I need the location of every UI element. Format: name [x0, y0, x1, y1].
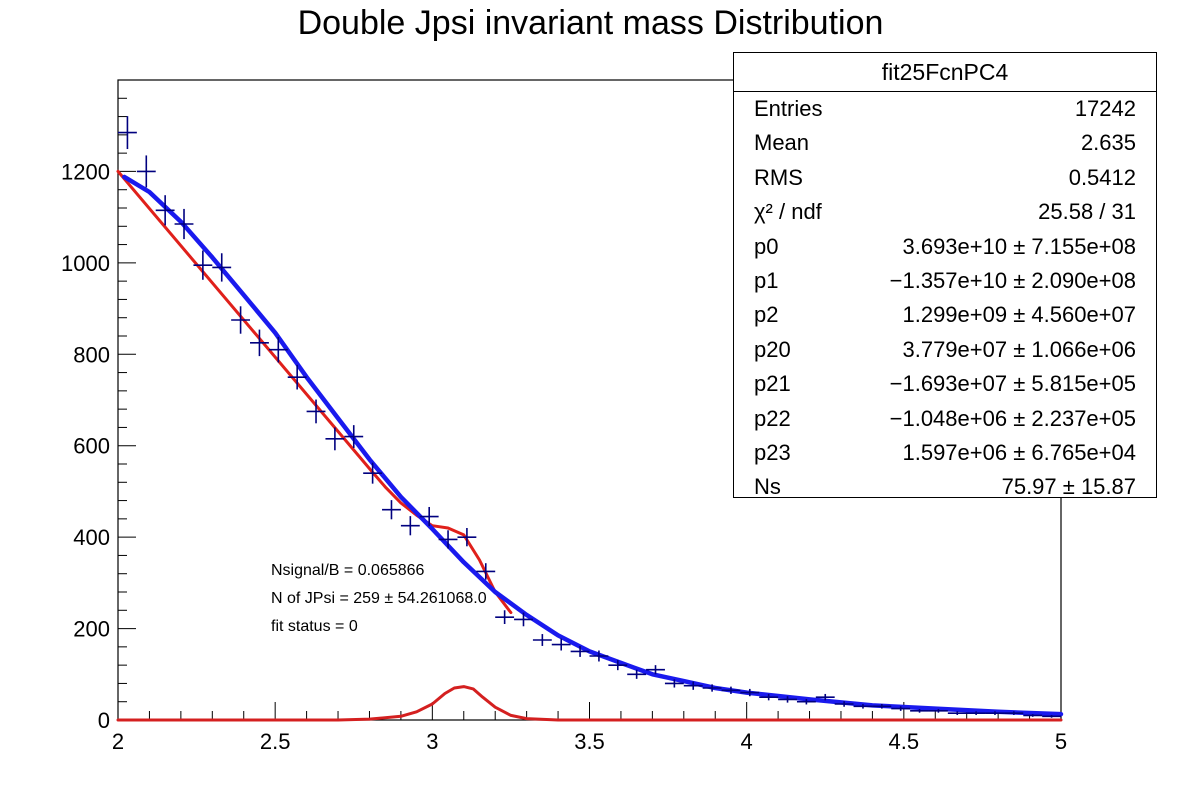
stats-value: 17242	[1074, 96, 1136, 121]
annotation-nsignal: Nsignal/B = 0.065866	[271, 562, 425, 579]
stats-row: p2 1.299e+09 ± 4.560e+07	[734, 298, 1156, 332]
stats-row: Ns 75.97 ± 15.87	[734, 470, 1156, 504]
stats-label: p20	[754, 336, 791, 362]
stats-value: 2.635	[1080, 130, 1136, 156]
y-tick-label: 400	[73, 525, 110, 550]
stats-row: p23 1.597e+06 ± 6.765e+04	[734, 436, 1156, 470]
stats-box-title: fit25FcnPC4	[734, 53, 1156, 92]
stats-label: RMS	[754, 164, 803, 190]
y-tick-label: 1000	[61, 251, 110, 276]
annotation-jpsi-count: N of JPsi = 259 ± 54.261068.0	[271, 590, 487, 607]
stats-row: p22 −1.048e+06 ± 2.237e+05	[734, 402, 1156, 436]
x-tick-label: 4.5	[889, 729, 920, 754]
stats-value: 3.693e+10 ± 7.155e+08	[902, 233, 1136, 259]
stats-label: p0	[754, 233, 779, 259]
x-tick-label: 2.5	[260, 729, 291, 754]
stats-label: p1	[754, 267, 779, 293]
stats-label: p2	[754, 302, 779, 328]
stats-label: p22	[754, 405, 791, 431]
stats-rows: Entries 17242 Mean 2.635 RMS 0.5412 χ² / ndf 25…	[734, 92, 1156, 505]
stats-value: −1.048e+06 ± 2.237e+05	[889, 405, 1136, 431]
x-tick-label: 5	[1055, 729, 1067, 754]
x-tick-label: 3.5	[574, 729, 605, 754]
stats-value: 75.97 ± 15.87	[1001, 474, 1136, 500]
fit-background-curve	[122, 174, 1064, 717]
stats-label: p23	[754, 439, 791, 465]
stats-value: 0.5412	[1068, 164, 1136, 190]
stats-value: −1.693e+07 ± 5.815e+05	[889, 371, 1136, 397]
stats-row: χ² / ndf 25.58 / 31	[734, 195, 1156, 229]
x-tick-label: 4	[741, 729, 753, 754]
stats-label: χ² / ndf	[754, 199, 822, 225]
stats-row: p1 −1.357e+10 ± 2.090e+08	[734, 264, 1156, 298]
chart-title: Double Jpsi invariant mass Distribution	[297, 4, 884, 42]
stats-value: 25.58 / 31	[1038, 199, 1136, 225]
stats-row: Mean 2.635	[734, 126, 1156, 160]
stats-row: RMS 0.5412	[734, 161, 1156, 195]
stats-row: p0 3.693e+10 ± 7.155e+08	[734, 230, 1156, 264]
stats-label: p21	[754, 371, 791, 397]
x-tick-label: 3	[426, 729, 438, 754]
annotation-fit-status: fit status = 0	[271, 618, 358, 635]
stats-row: p21 −1.693e+07 ± 5.815e+05	[734, 367, 1156, 401]
stats-value: 1.299e+09 ± 4.560e+07	[902, 302, 1136, 328]
stats-value: −1.357e+10 ± 2.090e+08	[889, 267, 1136, 293]
stats-value: 1.597e+06 ± 6.765e+04	[902, 439, 1136, 465]
stats-label: Ns	[754, 474, 781, 500]
stats-row: Entries 17242	[734, 92, 1156, 126]
stats-value: 3.779e+07 ± 1.066e+06	[902, 336, 1136, 362]
y-tick-label: 0	[98, 708, 110, 733]
x-tick-label: 2	[112, 729, 124, 754]
stats-label: Mean	[754, 130, 810, 156]
signal-curve	[116, 685, 1063, 722]
y-tick-label: 1200	[61, 159, 110, 184]
y-tick-label: 600	[73, 434, 110, 459]
fit-total-curve	[116, 169, 513, 615]
stats-row: p20 3.779e+07 ± 1.066e+06	[734, 333, 1156, 367]
y-tick-label: 800	[73, 342, 110, 367]
y-tick-label: 200	[73, 617, 110, 642]
stats-label: Entries	[754, 96, 823, 121]
stats-box: fit25FcnPC4 Entries 17242 Mean 2.635 RMS 0.54…	[733, 52, 1157, 499]
